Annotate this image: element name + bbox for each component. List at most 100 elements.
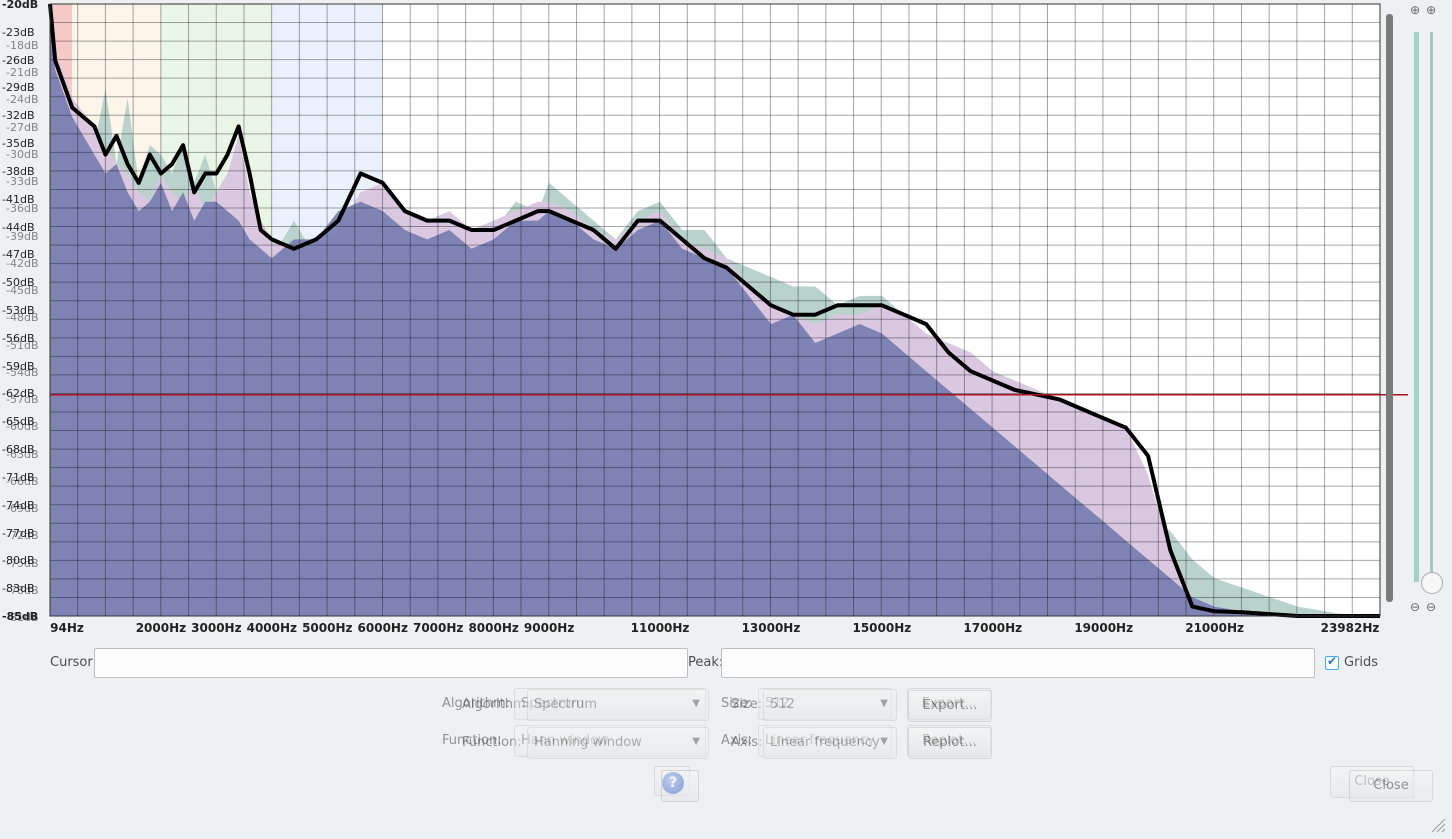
size-select[interactable]: 512 ▼ [763,689,897,721]
y-tick-label-ghost: -24dB [6,93,39,107]
x-tick-label: 3000Hz [191,621,242,635]
vertical-scrollbar[interactable] [1386,14,1393,602]
size-combo-value-ghost: 512 [765,696,790,711]
y-tick-label-ghost: -69dB [6,502,39,516]
y-tick-label-ghost: -27dB [6,120,39,134]
y-tick-label: -68dB [2,443,35,457]
zoom-out-icon[interactable]: ⊖ [1410,600,1421,614]
y-tick-label-ghost: -66dB [6,474,39,488]
y-tick-label: -41dB [2,192,35,206]
x-tick-label: 7000Hz [412,621,464,635]
axis-select[interactable]: Linear frequency ▼ [763,727,897,759]
x-tick-label: 6000Hz [357,621,408,635]
y-tick-label-ghost: -60dB [6,420,39,434]
plot-frame [49,3,1381,617]
grids-checkbox[interactable]: ✔ [1325,654,1339,670]
algorithm-label: Algorithm: [462,697,531,712]
close-button[interactable]: Close [1349,770,1433,802]
y-tick-label-ghost: -54dB [6,365,39,379]
help-button[interactable]: ? [661,770,699,802]
export-button[interactable]: Export... [908,690,992,722]
peak-field[interactable] [721,648,1315,678]
function-select-value: Hanning window [534,735,642,750]
cursor-label: Cursor: [50,655,97,670]
x-tick-label: 21000Hz [1185,621,1244,635]
algorithm-label-ghost: Algorithm: [442,696,511,711]
y-tick-label-ghost: -78dB [6,583,39,597]
y-tick-label-ghost: -72dB [6,529,39,543]
spectrum-chart[interactable] [0,0,1452,640]
replot-button[interactable]: Replot... [908,727,992,759]
axis-label-ghost: Axis: [721,733,753,748]
y-tick-label: -83dB [2,582,35,596]
y-tick-label: -32dB [2,109,35,123]
spectrum-line [48,3,1380,618]
algorithm-select[interactable]: Spectrum ▼ [527,689,709,721]
y-tick-label-ghost: -42dB [6,256,39,270]
y-tick-label: -26dB [2,53,35,67]
y-tick-label-ghost: -21dB [6,66,39,80]
y-tick-label: -62dB [2,387,35,401]
y-tick-label-ghost: -51dB [6,338,39,352]
function-label: Function: [462,735,522,750]
x-tick-label: 8000Hz [468,621,519,635]
zoom-slider-handle[interactable] [1421,572,1443,594]
spectrum-area-2 [50,22,1380,617]
x-tick-label: 13000Hz [741,621,801,635]
zoom-out-icon[interactable]: ⊖ [1426,600,1437,614]
y-tick-label: -47dB [2,248,35,262]
y-tick-label-ghost: -57dB [6,393,39,407]
grids-label: Grids [1344,655,1379,670]
size-select-value: 512 [770,697,795,712]
x-tick-label: 4000Hz [246,621,298,635]
axis-select-value: Linear frequency [770,735,880,750]
x-tick-label: 19000Hz [1074,621,1134,635]
y-tick-label: -65dB [2,415,35,429]
y-tick-label: -59dB [2,359,35,373]
zoom-in-icon[interactable]: ⊕ [1410,3,1421,17]
x-tick-label: 15000Hz [852,621,912,635]
function-label-ghost: Function: [442,733,502,748]
zoom-in-icon[interactable]: ⊕ [1426,3,1437,17]
x-tick-label: 17000Hz [963,621,1023,635]
chevron-down-icon: ▼ [880,698,888,709]
y-tick-label: -56dB [2,331,35,345]
size-label-ghost: Size: [721,696,753,711]
y-tick-label: -80dB [2,554,35,568]
y-tick-label: -44dB [2,220,35,234]
function-select[interactable]: Hanning window ▼ [527,727,709,759]
y-tick-label: -20dB [2,0,39,11]
y-tick-label: -74dB [2,498,35,512]
y-tick-label: -35dB [2,137,35,151]
zoom-slider-track[interactable] [1430,32,1433,582]
spectrum-plot-area[interactable]: -20dB -23dB -26dB -29dB -32dB -35dB -38dB -41dB… [0,0,1452,640]
y-tick-label: -23dB [2,25,35,39]
y-tick-label: -29dB [2,81,35,95]
cursor-field[interactable] [94,648,688,678]
y-tick-label-ghost: -36dB [6,202,39,216]
x-tick-label: 94Hz [50,621,84,635]
y-tick-label-ghost: -39dB [6,229,39,243]
y-tick-label-ghost: -33dB [6,175,39,189]
y-tick-label: -85dB [2,610,39,623]
function-combo-value-ghost: Hann window [521,733,609,748]
x-tick-label: 2000Hz [135,621,187,635]
y-tick-label-ghost: -48dB [6,311,39,325]
y-tick-label-ghost: -45dB [6,284,39,298]
chevron-down-icon: ▼ [880,736,888,747]
axis-combo-ghost: Linear frequency [758,725,892,757]
y-tick-label-ghost: -18dB [6,39,39,52]
check-icon: ✔ [1327,654,1338,668]
zoom-slider-track[interactable] [1414,32,1419,582]
peak-label: Peak: [688,655,724,670]
size-label: Size: [731,697,763,712]
resize-grip-icon[interactable] [1428,815,1446,833]
y-tick-label: -71dB [2,470,35,484]
x-tick-label: 5000Hz [302,621,353,635]
y-tick-label: -53dB [2,304,35,317]
x-tick-label: 9000Hz [523,621,575,635]
algorithm-combo-ghost: Spectrum [514,688,706,720]
y-tick-label-ghost: -75dB [6,556,39,570]
y-tick-label: -38dB [2,164,35,178]
y-tick-label-ghost: -63dB [6,447,39,461]
